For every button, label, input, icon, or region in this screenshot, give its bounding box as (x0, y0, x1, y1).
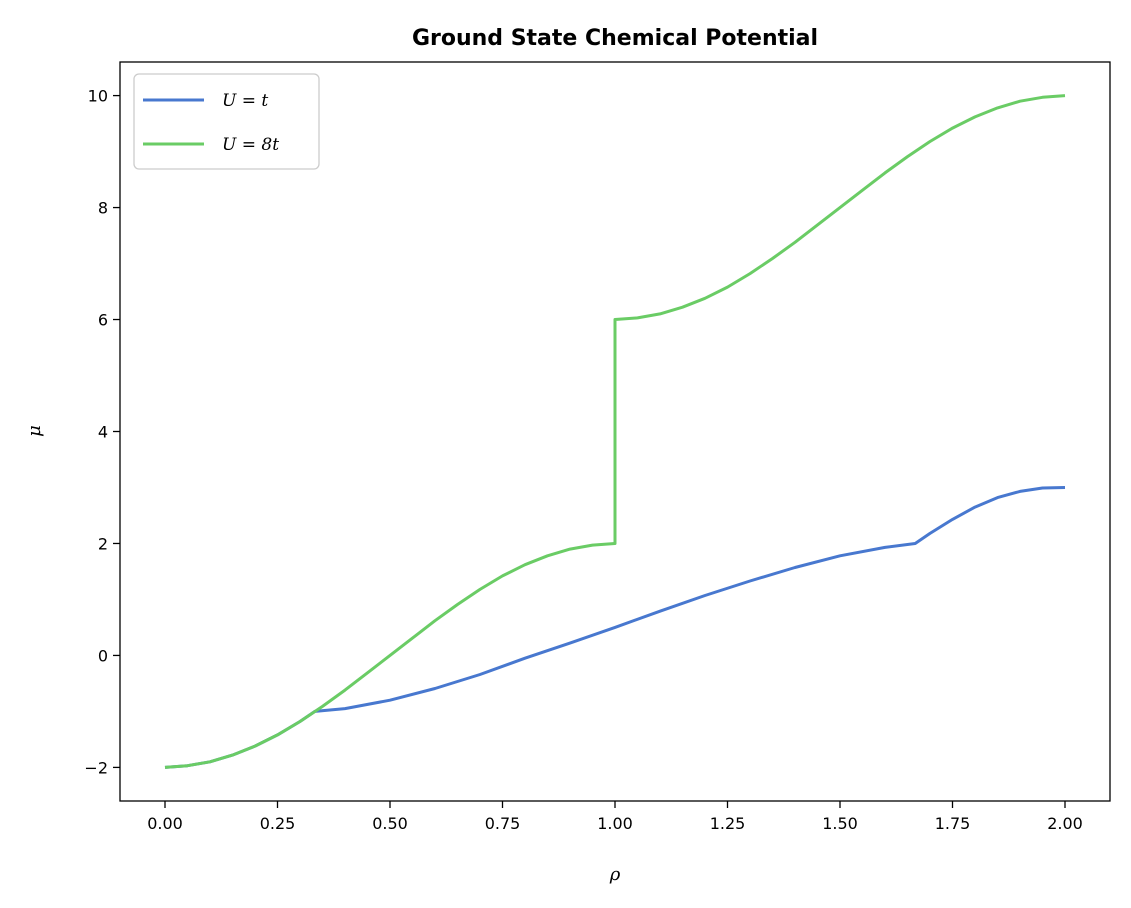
y-tick-label: 10 (88, 87, 108, 106)
y-tick-label: 6 (98, 311, 108, 330)
x-tick-label: 1.00 (597, 814, 633, 833)
legend-label-2: U = 8t (222, 135, 279, 155)
y-tick-label: 2 (98, 534, 108, 553)
y-tick-label: 8 (98, 199, 108, 218)
x-tick-label: 1.75 (935, 814, 971, 833)
plot-area (164, 94, 1066, 769)
x-tick-label: 0.25 (260, 814, 296, 833)
x-axis: 0.00 0.25 0.50 0.75 1.00 1.25 1.50 1.75 2.00 (147, 801, 1083, 833)
x-axis-label: ρ (609, 864, 621, 885)
x-tick-label: 0.75 (485, 814, 521, 833)
x-tick-label: 2.00 (1047, 814, 1083, 833)
y-axis-label: μ (24, 425, 45, 437)
x-tick-label: 0.50 (372, 814, 408, 833)
legend-label-1: U = t (222, 91, 268, 111)
y-tick-label: −2 (84, 758, 108, 777)
x-tick-label: 1.25 (710, 814, 746, 833)
y-axis: −2 0 2 4 6 8 10 (84, 87, 120, 777)
legend: U = t U = 8t (133, 73, 320, 170)
chart-title: Ground State Chemical Potential (412, 26, 818, 51)
series-line-2 (164, 94, 1066, 769)
y-tick-label: 4 (98, 423, 108, 442)
x-tick-label: 1.50 (822, 814, 858, 833)
x-tick-label: 0.00 (147, 814, 183, 833)
y-tick-label: 0 (98, 646, 108, 665)
